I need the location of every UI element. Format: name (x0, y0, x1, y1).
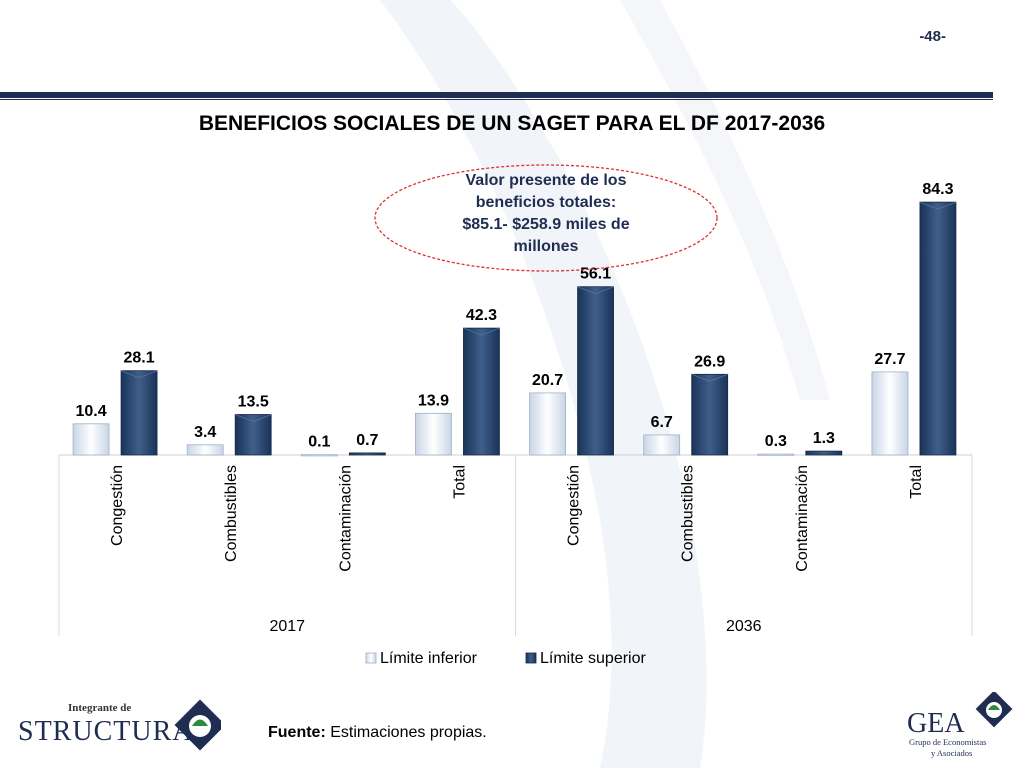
category-label: Congestión (109, 465, 126, 546)
top-divider (0, 92, 993, 98)
upper-bound-bar (919, 201, 957, 456)
legend-swatch (525, 652, 537, 664)
lower-bound-bar (186, 444, 224, 456)
data-label: 0.7 (356, 432, 378, 449)
lower-bound-bar (871, 371, 909, 456)
group-label: 2036 (726, 618, 762, 635)
source-label: Fuente: (268, 724, 326, 741)
bar-bevel (463, 327, 500, 336)
source-text: Estimaciones propias. (325, 724, 487, 741)
page-number: -48- (919, 28, 946, 45)
lower-bound-bar (757, 453, 795, 456)
data-label: 84.3 (922, 181, 953, 198)
lower-bound-bar (72, 423, 110, 456)
data-label: 13.5 (238, 394, 269, 411)
lower-bound-bar (300, 454, 338, 457)
data-label: 28.1 (123, 350, 154, 367)
gea-logo-line2: y Asociados (931, 748, 972, 758)
upper-bound-bar (691, 373, 729, 456)
callout-ellipse (374, 164, 718, 272)
data-label: 42.3 (466, 307, 497, 324)
upper-bound-bar (120, 370, 158, 456)
data-label: 6.7 (651, 414, 673, 431)
lower-bound-bar (415, 412, 452, 456)
data-label: 26.9 (694, 353, 725, 370)
data-label: 3.4 (194, 424, 216, 441)
callout-text: Valor presente de los beneficios totales… (418, 170, 674, 258)
upper-bound-bar (463, 327, 500, 456)
data-label: 27.7 (874, 351, 905, 368)
bar-bevel (235, 414, 272, 422)
top-divider-thin (0, 99, 993, 100)
bar-bevel (120, 370, 158, 379)
bar-bevel (577, 286, 614, 295)
callout-line: Valor presente de los (465, 172, 627, 189)
callout-line: $85.1- $258.9 miles de (462, 216, 630, 233)
data-label: 13.9 (418, 392, 449, 409)
gea-logo-line1: Grupo de Economistas (909, 737, 986, 747)
data-label: 0.1 (308, 434, 330, 451)
upper-bound-bar (805, 450, 843, 456)
gea-logo-wordmark: GEA (907, 708, 965, 739)
data-label: 10.4 (75, 403, 106, 420)
structura-emblem-icon (174, 699, 221, 751)
lower-bound-bar (529, 392, 566, 456)
legend-swatch (365, 652, 377, 664)
data-label: 0.3 (765, 433, 787, 450)
category-label: Combustibles (680, 465, 697, 562)
data-label: 20.7 (532, 372, 563, 389)
lower-bound-bar (643, 434, 681, 456)
callout-line: beneficios totales: (475, 194, 617, 211)
category-label: Combustibles (223, 465, 240, 562)
gea-logo: GEA Grupo de Economistas y Asociados (907, 692, 1013, 758)
data-label: 1.3 (813, 430, 835, 447)
structura-logo-wordmark: STRUCTURA (18, 716, 193, 747)
legend-label: Límite superior (540, 650, 646, 667)
upper-bound-bar (348, 452, 386, 456)
upper-bound-bar (577, 286, 614, 456)
category-label: Congestión (566, 465, 583, 546)
source-note: Fuente: Estimaciones propias. (268, 724, 487, 742)
structura-logo: Integrante de STRUCTURA (18, 699, 221, 751)
bar-bevel (691, 373, 728, 382)
category-label: Total (908, 465, 925, 499)
upper-bound-bar (234, 414, 272, 456)
legend-label: Límite inferior (380, 650, 478, 667)
category-label: Total (451, 465, 468, 499)
category-label: Contaminación (794, 465, 811, 572)
callout-line: millones (513, 238, 579, 255)
page-title: BENEFICIOS SOCIALES DE UN SAGET PARA EL … (198, 112, 826, 135)
category-label: Contaminación (337, 465, 354, 572)
structura-logo-small: Integrante de (68, 702, 131, 714)
gea-emblem-icon (975, 692, 1013, 728)
bar-bevel (919, 201, 957, 210)
group-label: 2017 (269, 618, 305, 635)
